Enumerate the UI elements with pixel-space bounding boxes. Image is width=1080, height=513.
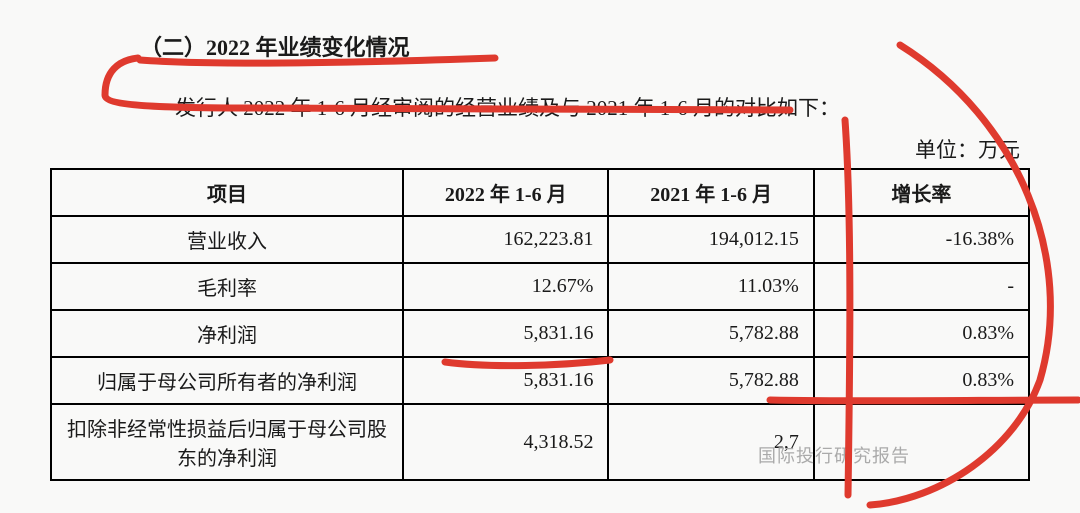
col-2022: 2022 年 1-6 月 (403, 169, 608, 216)
table-header-row: 项目 2022 年 1-6 月 2021 年 1-6 月 增长率 (51, 169, 1029, 216)
row-label: 扣除非经常性损益后归属于母公司股东的净利润 (51, 404, 403, 480)
cell-2021: 11.03% (608, 263, 813, 310)
intro-text: 发行人 2022 年 1-6 月经审阅的经营业绩及与 2021 年 1-6 月的… (175, 92, 1030, 122)
cell-growth: 0.83% (814, 310, 1029, 357)
row-label: 毛利率 (51, 263, 403, 310)
row-label: 净利润 (51, 310, 403, 357)
cell-2021: 5,782.88 (608, 310, 813, 357)
cell-2022: 162,223.81 (403, 216, 608, 263)
table-row: 营业收入 162,223.81 194,012.15 -16.38% (51, 216, 1029, 263)
table-row: 毛利率 12.67% 11.03% - (51, 263, 1029, 310)
cell-2021: 194,012.15 (608, 216, 813, 263)
cell-2022: 5,831.16 (403, 310, 608, 357)
cell-2022: 12.67% (403, 263, 608, 310)
row-label: 归属于母公司所有者的净利润 (51, 357, 403, 404)
watermark-text: 国际投行研究报告 (758, 442, 910, 468)
unit-label: 单位：万元 (50, 134, 1030, 164)
table-row: 归属于母公司所有者的净利润 5,831.16 5,782.88 0.83% (51, 357, 1029, 404)
cell-2022: 4,318.52 (403, 404, 608, 480)
cell-growth: 0.83% (814, 357, 1029, 404)
section-title: （二）2022 年业绩变化情况 (140, 30, 1030, 62)
cell-growth: -16.38% (814, 216, 1029, 263)
cell-growth: - (814, 263, 1029, 310)
col-2021: 2021 年 1-6 月 (608, 169, 813, 216)
col-growth: 增长率 (814, 169, 1029, 216)
performance-table: 项目 2022 年 1-6 月 2021 年 1-6 月 增长率 营业收入 16… (50, 168, 1030, 481)
col-project: 项目 (51, 169, 403, 216)
table-row: 净利润 5,831.16 5,782.88 0.83% (51, 310, 1029, 357)
cell-2022: 5,831.16 (403, 357, 608, 404)
row-label: 营业收入 (51, 216, 403, 263)
cell-2021: 5,782.88 (608, 357, 813, 404)
